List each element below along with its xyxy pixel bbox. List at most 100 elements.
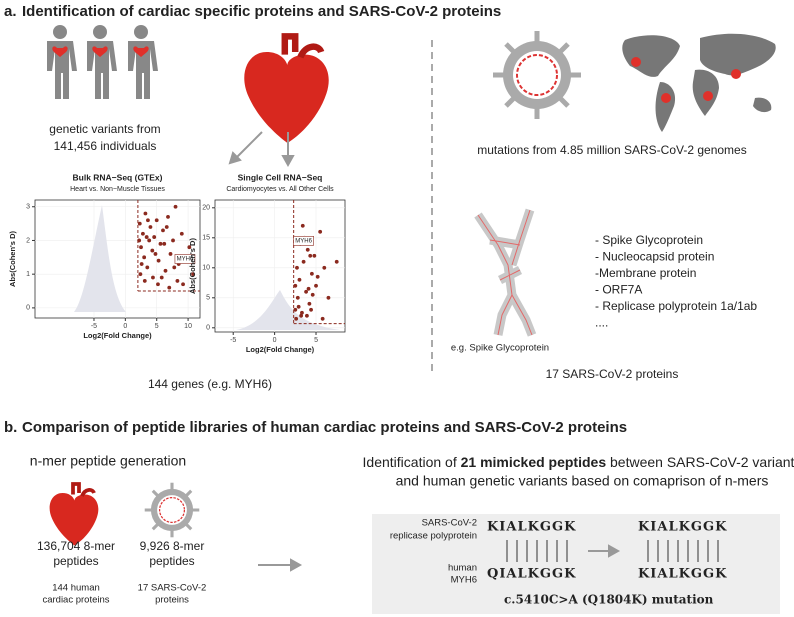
human-source: cardiac proteins xyxy=(42,595,109,606)
world-map xyxy=(622,33,776,132)
point xyxy=(164,225,169,229)
nmer-title: n-mer peptide generation xyxy=(30,453,186,469)
human-count: 136,704 8-mer xyxy=(37,539,115,553)
point xyxy=(146,218,150,223)
point xyxy=(295,295,300,300)
point xyxy=(138,272,143,277)
human-seq: KIALKGGK xyxy=(638,567,727,582)
point xyxy=(143,211,148,216)
y-tick-label: 0 xyxy=(206,325,210,332)
human-label: MYH6 xyxy=(451,575,477,586)
point xyxy=(296,304,301,309)
human-text: 141,456 individuals xyxy=(54,139,157,153)
virus-count: peptides xyxy=(149,554,194,568)
point xyxy=(309,307,313,312)
heart-icon xyxy=(47,482,101,548)
virus-label: SARS-CoV-2 xyxy=(422,518,477,529)
x-tick-label: -5 xyxy=(230,337,236,344)
y-tick-label: 0 xyxy=(26,305,30,312)
panel-title: Identification of cardiac specific prote… xyxy=(22,3,501,20)
point xyxy=(300,223,305,228)
panel-title: Comparison of peptide libraries of human… xyxy=(22,419,627,436)
point xyxy=(191,272,195,277)
protein-item: -Membrane protein xyxy=(595,266,696,280)
point xyxy=(139,262,144,266)
x-tick-label: 10 xyxy=(184,323,192,330)
protein-item: - Replicase polyprotein 1a/1ab xyxy=(595,299,757,313)
human-count: peptides xyxy=(53,554,98,568)
virus-icon xyxy=(493,31,581,119)
virus-seq: KIALKGGK xyxy=(487,520,576,535)
x-tick-label: 0 xyxy=(123,323,127,330)
point xyxy=(304,289,308,294)
point xyxy=(305,247,310,252)
point xyxy=(173,204,178,209)
x-tick-label: 5 xyxy=(314,337,318,344)
charts: Bulk RNA−Seq (GTEx) Heart vs. Non−Muscle … xyxy=(8,172,346,354)
protein-item: - ORF7A xyxy=(595,283,642,297)
y-tick-label: 3 xyxy=(26,204,30,211)
annotation-box xyxy=(174,254,196,264)
point xyxy=(150,248,155,253)
point xyxy=(147,238,152,243)
virus-source: 17 SARS-CoV-2 xyxy=(138,583,207,594)
point xyxy=(171,238,175,243)
point xyxy=(156,282,160,287)
protein-item: - Spike Glycoprotein xyxy=(595,233,703,247)
virus-count: 9,926 8-mer xyxy=(140,539,205,553)
chart-subtitle: Cardiomyocytes vs. All Other Cells xyxy=(226,186,334,193)
point xyxy=(297,277,302,282)
virus-source: proteins xyxy=(155,595,189,606)
y-tick-label: 10 xyxy=(202,265,210,272)
point xyxy=(168,252,173,256)
human-seq: QIALKGGK xyxy=(487,567,576,582)
point xyxy=(179,231,184,236)
point xyxy=(142,255,147,260)
point xyxy=(152,235,157,239)
point xyxy=(151,275,155,280)
annotation-box xyxy=(293,236,314,246)
point xyxy=(167,285,172,290)
annotation: MYH6 xyxy=(295,238,312,244)
point xyxy=(142,279,147,283)
y-tick-label: 15 xyxy=(202,235,210,242)
annotation: MYH6 xyxy=(177,257,194,263)
arrow xyxy=(258,558,303,572)
x-axis-label: Log2(Fold Change) xyxy=(83,331,152,340)
point xyxy=(293,307,298,312)
point xyxy=(172,265,177,270)
text: Identification of xyxy=(363,454,461,470)
point xyxy=(139,245,143,250)
point xyxy=(181,282,185,287)
identification-text: Identification of 21 mimicked peptides b… xyxy=(363,454,794,470)
point xyxy=(141,231,145,236)
point xyxy=(148,225,153,229)
background-points xyxy=(236,290,340,330)
point xyxy=(163,268,168,273)
point xyxy=(308,253,313,258)
virus-seq: KIALKGGK xyxy=(638,520,727,535)
identification-text: and human genetic variants based on coma… xyxy=(396,473,769,489)
mutations-text: mutations from 4.85 million SARS-CoV-2 g… xyxy=(477,143,746,157)
text: 21 mimicked peptides xyxy=(461,454,607,470)
spike-structure xyxy=(474,208,537,337)
point xyxy=(137,221,142,226)
y-tick-label: 5 xyxy=(206,295,210,302)
point xyxy=(326,295,331,300)
y-axis-label: Abs(Cohen's D) xyxy=(188,238,197,294)
point xyxy=(153,252,158,256)
point xyxy=(315,274,320,279)
point xyxy=(166,214,170,219)
point xyxy=(162,241,167,246)
point xyxy=(293,283,298,288)
point xyxy=(318,229,323,234)
point xyxy=(300,310,304,315)
point xyxy=(312,253,317,258)
heart-icon xyxy=(244,36,328,143)
text: between SARS-CoV-2 variants xyxy=(606,454,794,470)
point xyxy=(334,259,339,264)
mutation-text: c.5410C>A (Q1804K) mutation xyxy=(504,593,714,607)
point xyxy=(314,283,318,288)
x-axis-label: Log2(Fold Change) xyxy=(246,345,315,354)
point xyxy=(187,245,192,250)
